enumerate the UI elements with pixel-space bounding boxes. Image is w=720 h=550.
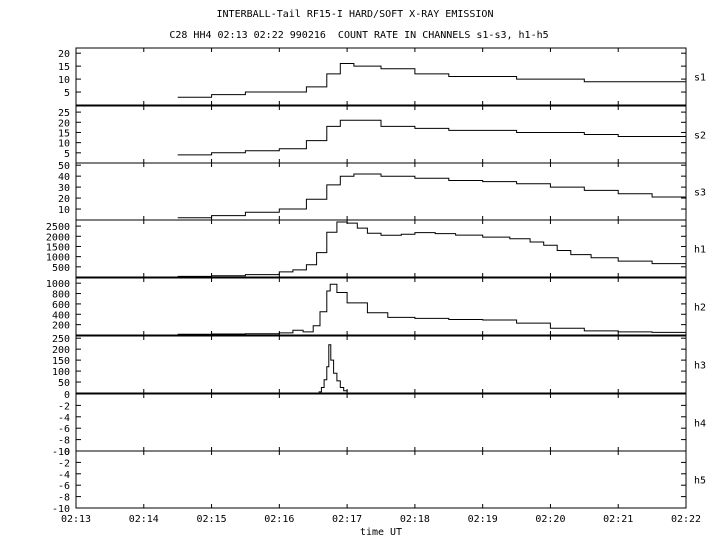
y-tick-label: -4 (58, 413, 70, 424)
y-tick-label: 5 (64, 88, 70, 99)
y-tick-label: 250 (52, 334, 70, 345)
x-tick-label: 02:15 (197, 514, 227, 525)
y-tick-label: -6 (58, 424, 70, 435)
y-tick-label: 200 (52, 345, 70, 356)
series-label: h3 (694, 361, 706, 372)
y-tick-label: 50 (58, 378, 70, 389)
x-tick-label: 02:20 (535, 514, 565, 525)
y-tick-label: 2500 (46, 222, 70, 233)
panel-frame-s1 (75, 47, 687, 106)
chart-title: INTERBALL-Tail RF15-I HARD/SOFT X-RAY EM… (216, 9, 494, 20)
x-tick-label: 02:21 (603, 514, 633, 525)
series-label: s3 (694, 188, 706, 199)
series-label: h1 (694, 245, 706, 256)
y-tick-label: 5 (64, 149, 70, 160)
series-line-h2 (177, 283, 687, 335)
y-tick-label: -8 (58, 493, 70, 504)
x-tick-label: 02:22 (671, 514, 701, 525)
y-tick-label: -4 (58, 470, 70, 481)
panel-frame-h3 (75, 335, 687, 394)
y-tick-label: 15 (58, 128, 70, 139)
series-label: h5 (694, 476, 706, 487)
x-axis-label: time UT (360, 527, 402, 538)
series-line-s2 (177, 119, 687, 156)
x-tick-label: 02:18 (400, 514, 430, 525)
panel-frame-h5 (75, 450, 687, 509)
y-tick-label: 30 (58, 183, 70, 194)
series-label: s1 (694, 73, 706, 84)
y-tick-label: 500 (52, 263, 70, 274)
y-tick-label: 20 (58, 194, 70, 205)
y-tick-label: -2 (58, 401, 70, 412)
series-label: s2 (694, 131, 706, 142)
y-tick-label: 10 (58, 205, 70, 216)
y-tick-label: 0 (64, 447, 70, 458)
series-line-s3 (177, 173, 687, 219)
y-tick-label: -10 (52, 447, 70, 458)
y-tick-label: 600 (52, 300, 70, 311)
panel-frame-h1 (75, 219, 687, 278)
y-tick-label: 1000 (46, 279, 70, 290)
y-tick-label: -10 (52, 504, 70, 515)
x-tick-label: 02:13 (61, 514, 91, 525)
y-tick-label: 400 (52, 310, 70, 321)
y-tick-label: 10 (58, 75, 70, 86)
y-tick-label: 0 (64, 390, 70, 401)
y-tick-label: 1500 (46, 242, 70, 253)
panel-frame-s3 (75, 162, 687, 221)
y-tick-label: 2000 (46, 232, 70, 243)
y-tick-label: 100 (52, 367, 70, 378)
panel-frame-h4 (75, 393, 687, 452)
x-tick-label: 02:16 (264, 514, 294, 525)
series-line-s1 (177, 63, 686, 98)
x-tick-label: 02:14 (129, 514, 159, 525)
series-label: h2 (694, 303, 706, 314)
y-tick-label: 15 (58, 62, 70, 73)
series-line-h1 (177, 221, 687, 277)
y-tick-label: 1000 (46, 253, 70, 264)
series-label: h4 (694, 419, 706, 430)
y-tick-label: -6 (58, 481, 70, 492)
x-tick-label: 02:19 (468, 514, 498, 525)
y-tick-label: 40 (58, 172, 70, 183)
chart-subtitle: C28 HH4 02:13 02:22 990216 COUNT RATE IN… (169, 30, 549, 41)
y-tick-label: 200 (52, 321, 70, 332)
y-tick-label: 25 (58, 108, 70, 119)
series-line-h3 (318, 344, 348, 393)
y-tick-label: 20 (58, 118, 70, 129)
y-tick-label: 50 (58, 161, 70, 172)
y-tick-label: -8 (58, 436, 70, 447)
y-tick-label: 20 (58, 49, 70, 60)
y-tick-label: 150 (52, 356, 70, 367)
y-tick-label: -2 (58, 458, 70, 469)
panel-frame-h2 (75, 277, 687, 336)
y-tick-label: 10 (58, 139, 70, 150)
x-tick-label: 02:17 (332, 514, 362, 525)
y-tick-label: 800 (52, 290, 70, 301)
